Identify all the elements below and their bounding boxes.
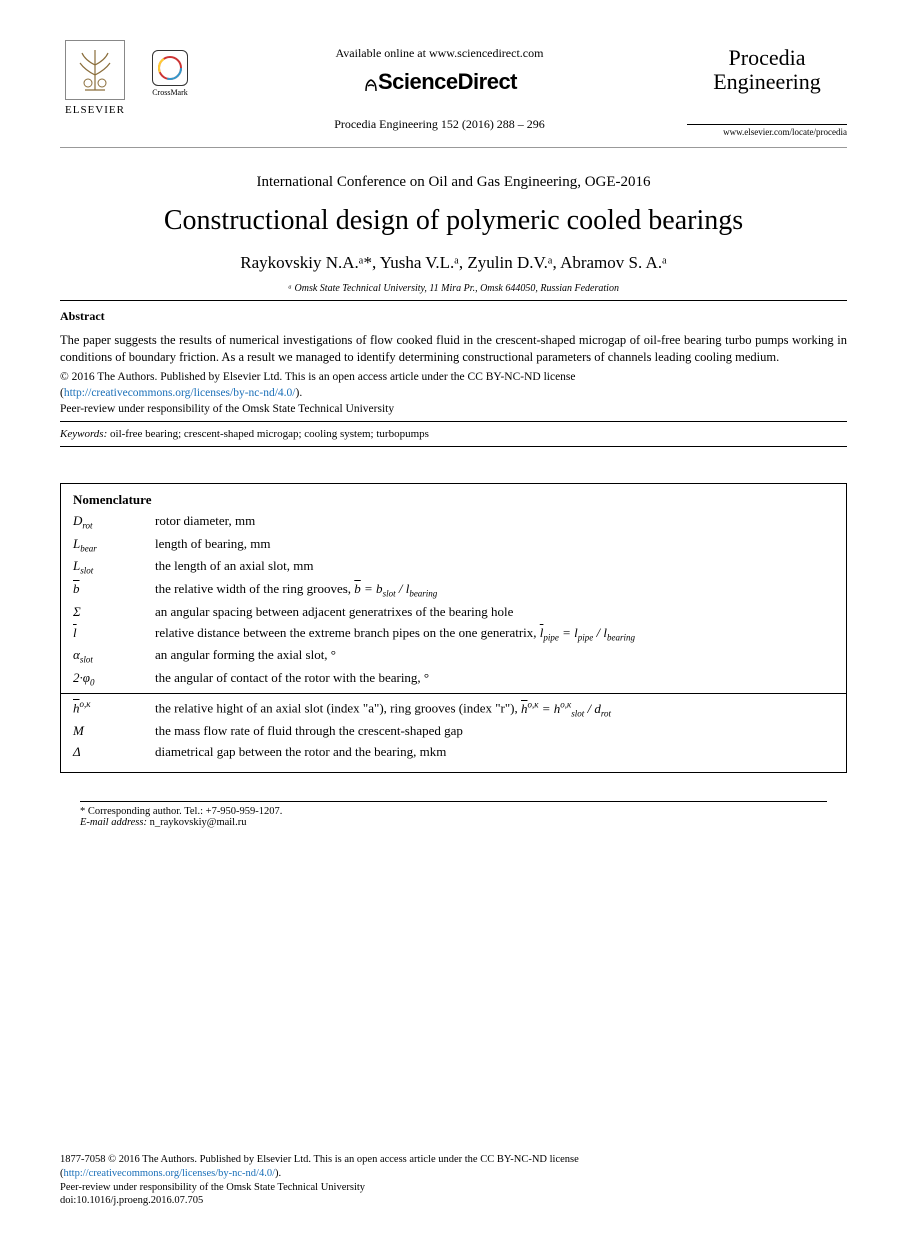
- journal-line2: Engineering: [713, 69, 821, 94]
- elsevier-logo: ELSEVIER: [60, 40, 130, 116]
- nomenclature-box: Nomenclature Drotrotor diameter, mmLbear…: [60, 483, 847, 773]
- keywords-label: Keywords:: [60, 428, 107, 440]
- nomenclature-definition: diametrical gap between the rotor and th…: [155, 743, 834, 762]
- header-left: ELSEVIER CrossMark: [60, 40, 192, 116]
- paper-title: Constructional design of polymeric coole…: [60, 205, 847, 237]
- citation-line: Procedia Engineering 152 (2016) 288 – 29…: [192, 117, 687, 132]
- nomenclature-row: αslotan angular forming the axial slot, …: [73, 646, 834, 667]
- nomenclature-row: Σan angular spacing between adjacent gen…: [73, 603, 834, 622]
- nomenclature-section-b: hо,кthe relative hight of an axial slot …: [73, 698, 834, 762]
- journal-line1: Procedia: [729, 45, 806, 70]
- nomenclature-section-a: Drotrotor diameter, mmLbearlength of bea…: [73, 512, 834, 689]
- nomenclature-symbol: Σ: [73, 603, 155, 622]
- footer: 1877-7058 © 2016 The Authors. Published …: [60, 1153, 847, 1208]
- nomenclature-symbol: Lslot: [73, 557, 155, 578]
- nomenclature-definition: length of bearing, mm: [155, 535, 834, 554]
- nomenclature-symbol: M: [73, 722, 155, 741]
- nomenclature-symbol: Drot: [73, 512, 155, 533]
- footer-doi: doi:10.1016/j.proeng.2016.07.705: [60, 1194, 847, 1208]
- journal-name: Procedia Engineering: [687, 46, 847, 94]
- abstract-text: The paper suggests the results of numeri…: [60, 332, 847, 366]
- crossmark-label: CrossMark: [152, 88, 188, 97]
- license-link[interactable]: http://creativecommons.org/licenses/by-n…: [64, 387, 296, 399]
- nomenclature-definition: the relative width of the ring grooves, …: [155, 580, 834, 601]
- nomenclature-symbol: 2·φ0: [73, 669, 155, 690]
- email-line: E-mail address: n_raykovskiy@mail.ru: [80, 817, 827, 828]
- keywords: Keywords: oil-free bearing; crescent-sha…: [60, 428, 847, 440]
- rule-above-abstract: [60, 300, 847, 301]
- nomenclature-title: Nomenclature: [73, 492, 834, 508]
- nomenclature-row: Mthe mass flow rate of fluid through the…: [73, 722, 834, 741]
- nomenclature-definition: the angular of contact of the rotor with…: [155, 669, 834, 688]
- nomenclature-row: Drotrotor diameter, mm: [73, 512, 834, 533]
- rule-above-keywords: [60, 421, 847, 422]
- nomenclature-symbol: l: [73, 624, 155, 643]
- nomenclature-row: Lslotthe length of an axial slot, mm: [73, 557, 834, 578]
- sciencedirect-text: ScienceDirect: [378, 69, 517, 94]
- sciencedirect-logo: ScienceDirect: [192, 69, 687, 95]
- elsevier-tree-icon: [65, 40, 125, 100]
- crossmark-icon: [152, 50, 188, 86]
- nomenclature-separator: [61, 693, 846, 694]
- nomenclature-symbol: hо,к: [73, 698, 155, 718]
- authors: Raykovskiy N.A.ᵃ*, Yusha V.L.ᵃ, Zyulin D…: [60, 253, 847, 273]
- header: ELSEVIER CrossMark Available online at w…: [60, 40, 847, 137]
- affiliation: ᵃ Omsk State Technical University, 11 Mi…: [60, 283, 847, 294]
- header-center: Available online at www.sciencedirect.co…: [192, 40, 687, 132]
- nomenclature-definition: an angular forming the axial slot, °: [155, 646, 834, 665]
- nomenclature-row: 2·φ0the angular of contact of the rotor …: [73, 669, 834, 690]
- email-label: E-mail address:: [80, 817, 147, 828]
- peer-review-line: Peer-review under responsibility of the …: [60, 403, 847, 415]
- nomenclature-definition: rotor diameter, mm: [155, 512, 834, 531]
- footer-issn: 1877-7058 © 2016 The Authors. Published …: [60, 1153, 847, 1167]
- keywords-text: oil-free bearing; crescent-shaped microg…: [107, 428, 429, 440]
- nomenclature-symbol: Δ: [73, 743, 155, 762]
- nomenclature-definition: the relative hight of an axial slot (ind…: [155, 698, 834, 720]
- nomenclature-symbol: Lbear: [73, 535, 155, 556]
- nomenclature-definition: the mass flow rate of fluid through the …: [155, 722, 834, 741]
- nomenclature-definition: an angular spacing between adjacent gene…: [155, 603, 834, 622]
- corresponding-author-block: * Corresponding author. Tel.: +7-950-959…: [80, 801, 827, 828]
- crossmark-badge[interactable]: CrossMark: [148, 50, 192, 97]
- nomenclature-row: bthe relative width of the ring grooves,…: [73, 580, 834, 601]
- nomenclature-definition: the length of an axial slot, mm: [155, 557, 834, 576]
- nomenclature-row: Δdiametrical gap between the rotor and t…: [73, 743, 834, 762]
- copyright-line: © 2016 The Authors. Published by Elsevie…: [60, 370, 847, 401]
- abstract-heading: Abstract: [60, 309, 847, 324]
- footer-peer: Peer-review under responsibility of the …: [60, 1181, 847, 1195]
- nomenclature-symbol: b: [73, 580, 155, 599]
- header-rule: [60, 147, 847, 148]
- footer-license: (http://creativecommons.org/licenses/by-…: [60, 1167, 847, 1181]
- footer-license-link[interactable]: http://creativecommons.org/licenses/by-n…: [64, 1168, 276, 1179]
- journal-url[interactable]: www.elsevier.com/locate/procedia: [687, 124, 847, 137]
- nomenclature-row: hо,кthe relative hight of an axial slot …: [73, 698, 834, 720]
- header-right: Procedia Engineering www.elsevier.com/lo…: [687, 40, 847, 137]
- copyright-text: © 2016 The Authors. Published by Elsevie…: [60, 371, 576, 383]
- nomenclature-symbol: αslot: [73, 646, 155, 667]
- nomenclature-row: lrelative distance between the extreme b…: [73, 624, 834, 645]
- elsevier-label: ELSEVIER: [65, 104, 125, 116]
- nomenclature-row: Lbearlength of bearing, mm: [73, 535, 834, 556]
- available-online: Available online at www.sciencedirect.co…: [192, 46, 687, 61]
- email-address: n_raykovskiy@mail.ru: [147, 817, 247, 828]
- conference-name: International Conference on Oil and Gas …: [60, 174, 847, 191]
- nomenclature-definition: relative distance between the extreme br…: [155, 624, 834, 645]
- corresponding-line: * Corresponding author. Tel.: +7-950-959…: [80, 806, 827, 817]
- rule-below-keywords: [60, 446, 847, 447]
